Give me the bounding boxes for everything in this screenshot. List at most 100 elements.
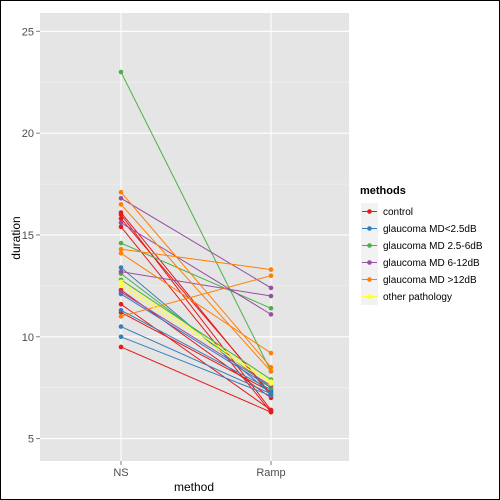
legend-key <box>361 271 378 288</box>
series-segment <box>120 252 272 354</box>
series-segment <box>120 336 272 397</box>
legend-key <box>361 203 378 220</box>
legend-label: glaucoma MD >12dB <box>383 275 477 286</box>
legend-key <box>361 288 378 305</box>
data-point <box>268 312 274 317</box>
legend-label: glaucoma MD 6-12dB <box>383 258 480 269</box>
plot-panel <box>40 13 349 461</box>
legend-key <box>361 237 378 254</box>
data-point <box>118 344 124 350</box>
series-line <box>118 279 274 384</box>
series-segment <box>120 279 272 380</box>
x-tick-label: Ramp <box>256 467 285 479</box>
data-point <box>268 365 274 370</box>
series-segment <box>120 197 272 289</box>
series-segment <box>120 311 272 393</box>
data-point <box>118 224 124 230</box>
data-point <box>118 324 124 329</box>
grid-lines <box>40 13 349 461</box>
series-line <box>118 189 274 370</box>
data-point <box>118 308 124 313</box>
series-segment <box>120 248 272 271</box>
data-point <box>118 314 124 319</box>
series-segment <box>120 309 272 391</box>
data-point <box>268 391 274 397</box>
series-segment <box>120 191 272 368</box>
data-point <box>118 240 124 246</box>
data-point <box>118 69 124 75</box>
data-point <box>118 250 124 256</box>
legend-key-point <box>367 243 372 248</box>
data-point <box>118 210 124 215</box>
data-point <box>118 289 124 295</box>
series-line <box>118 273 274 319</box>
series-segment <box>120 346 272 413</box>
data-point <box>268 379 274 384</box>
y-tick-label: 15 <box>22 230 34 242</box>
legend-label: control <box>383 207 413 218</box>
series-segment <box>120 226 272 413</box>
data-point <box>118 269 124 274</box>
series-segment <box>120 271 272 297</box>
x-axis-ticks: NS Ramp <box>113 461 286 479</box>
data-point <box>118 216 124 221</box>
data-point <box>118 220 124 226</box>
series-segment <box>120 275 272 317</box>
data-point <box>118 196 124 201</box>
series-line <box>118 246 274 272</box>
series-segment <box>120 291 272 387</box>
legend-key-point <box>367 209 372 214</box>
series-segment <box>120 242 272 309</box>
series-segment <box>120 303 272 411</box>
y-tick-label: 25 <box>22 26 34 38</box>
legend-label: other pathology <box>383 292 452 303</box>
data-point <box>118 246 124 252</box>
data-point <box>268 267 274 272</box>
data-point <box>118 202 124 207</box>
legend-label: glaucoma MD 2.5-6dB <box>383 241 483 252</box>
data-point <box>118 334 124 340</box>
y-tick-label: 5 <box>28 434 34 446</box>
series-line <box>118 240 274 311</box>
series-segment <box>120 326 272 395</box>
series-line <box>118 220 274 317</box>
y-axis-ticks: 5 10 15 20 25 <box>22 26 40 446</box>
legend-key-point <box>367 260 372 265</box>
series-segment <box>120 222 272 315</box>
series-segment <box>120 273 272 389</box>
series-segment <box>120 204 272 372</box>
data-point <box>268 293 274 299</box>
legend-title: methods <box>360 185 406 197</box>
data-point <box>268 407 274 413</box>
legend-key-point <box>367 277 372 282</box>
legend-key-point <box>367 294 372 299</box>
data-point <box>118 279 124 285</box>
data-point <box>268 369 274 374</box>
data-point <box>268 285 274 291</box>
series-line <box>118 224 274 415</box>
series-line <box>118 269 274 299</box>
data-point <box>268 350 274 356</box>
data-point <box>268 273 274 278</box>
y-tick-label: 10 <box>22 332 34 344</box>
legend-key <box>361 220 378 237</box>
legend-label: glaucoma MD<2.5dB <box>383 224 477 235</box>
legend-key <box>361 254 378 271</box>
series-layer <box>118 69 274 415</box>
series-segment <box>120 285 272 385</box>
data-point <box>118 283 124 289</box>
series-line <box>118 202 274 374</box>
x-axis-title: method <box>174 480 214 494</box>
series-segment <box>120 214 272 411</box>
series-line <box>118 196 274 291</box>
data-point <box>268 305 274 311</box>
y-axis-title: duration <box>9 216 23 259</box>
legend: methods control glaucoma MD<2.5dB glaucoma… <box>360 185 483 305</box>
y-tick-label: 20 <box>22 128 34 140</box>
series-segment <box>120 281 272 382</box>
data-point <box>118 265 124 270</box>
data-point <box>118 189 124 195</box>
legend-key-point <box>367 226 372 231</box>
series-segment <box>120 71 272 372</box>
